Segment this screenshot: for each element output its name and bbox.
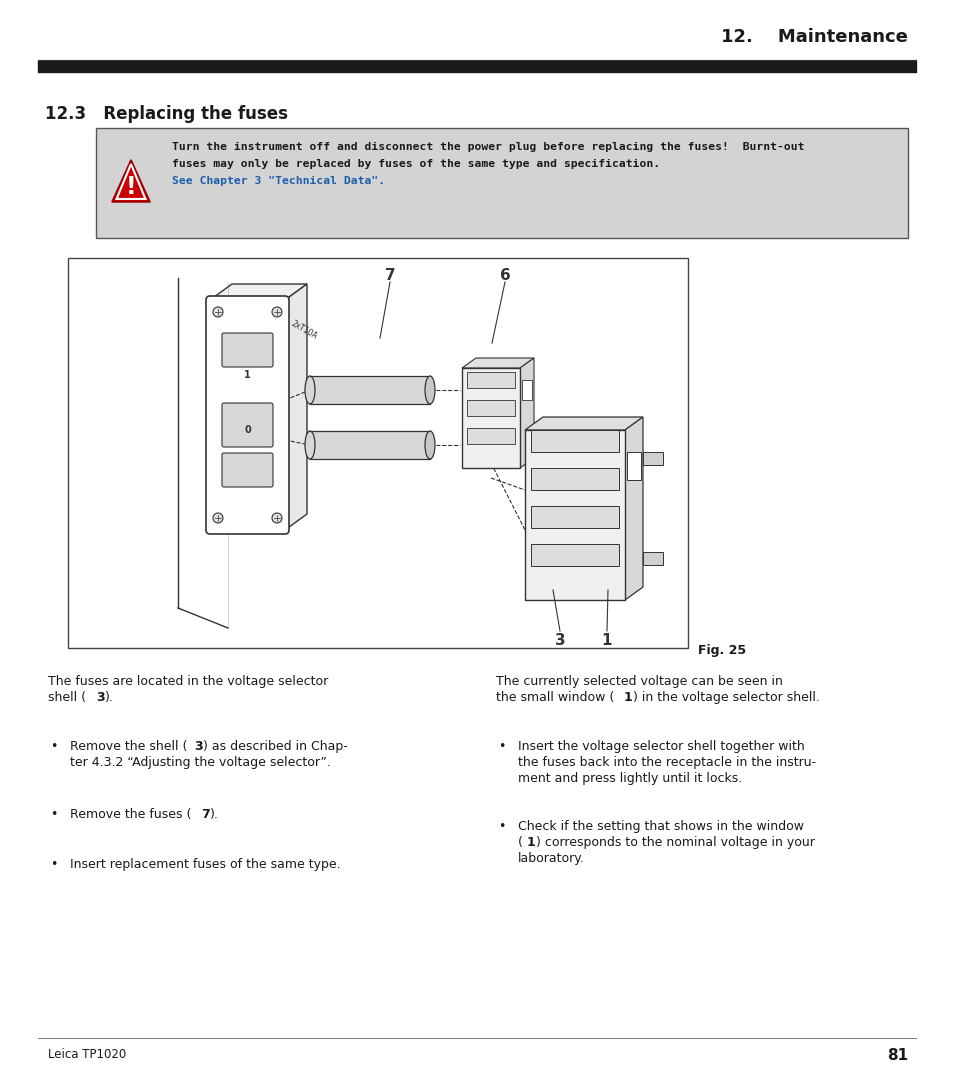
Circle shape bbox=[213, 307, 223, 318]
FancyBboxPatch shape bbox=[310, 431, 430, 459]
Text: Remove the shell (: Remove the shell ( bbox=[70, 740, 187, 753]
Text: ).: ). bbox=[105, 691, 113, 704]
FancyBboxPatch shape bbox=[222, 333, 273, 367]
Text: the fuses back into the receptacle in the instru-: the fuses back into the receptacle in th… bbox=[517, 756, 815, 769]
Circle shape bbox=[272, 513, 282, 523]
Text: 3: 3 bbox=[96, 691, 105, 704]
Text: (: ( bbox=[517, 836, 522, 849]
FancyBboxPatch shape bbox=[96, 129, 907, 238]
Text: 3: 3 bbox=[193, 740, 202, 753]
Polygon shape bbox=[642, 552, 662, 565]
Polygon shape bbox=[285, 284, 307, 530]
FancyBboxPatch shape bbox=[531, 507, 618, 528]
Text: •: • bbox=[50, 740, 57, 753]
Text: •: • bbox=[50, 858, 57, 870]
Text: •: • bbox=[497, 740, 505, 753]
Text: Remove the fuses (: Remove the fuses ( bbox=[70, 808, 192, 821]
FancyBboxPatch shape bbox=[626, 453, 640, 480]
Polygon shape bbox=[112, 160, 150, 202]
Text: Leica TP1020: Leica TP1020 bbox=[48, 1048, 126, 1061]
Text: laboratory.: laboratory. bbox=[517, 852, 584, 865]
FancyBboxPatch shape bbox=[531, 468, 618, 490]
Ellipse shape bbox=[424, 376, 435, 404]
Text: Fig. 25: Fig. 25 bbox=[698, 644, 745, 657]
Circle shape bbox=[213, 513, 223, 523]
Text: Insert replacement fuses of the same type.: Insert replacement fuses of the same typ… bbox=[70, 858, 340, 870]
Polygon shape bbox=[624, 417, 642, 600]
Text: !: ! bbox=[126, 175, 136, 199]
Polygon shape bbox=[519, 357, 534, 468]
Text: ) as described in Chap-: ) as described in Chap- bbox=[203, 740, 348, 753]
Ellipse shape bbox=[305, 431, 314, 459]
Ellipse shape bbox=[305, 376, 314, 404]
Text: The fuses are located in the voltage selector: The fuses are located in the voltage sel… bbox=[48, 675, 328, 688]
Text: 1: 1 bbox=[601, 633, 612, 648]
Text: 3: 3 bbox=[554, 633, 565, 648]
Text: ) in the voltage selector shell.: ) in the voltage selector shell. bbox=[633, 691, 819, 704]
FancyBboxPatch shape bbox=[467, 372, 515, 388]
Circle shape bbox=[272, 307, 282, 318]
FancyBboxPatch shape bbox=[206, 296, 289, 534]
Text: 0: 0 bbox=[244, 426, 251, 435]
FancyBboxPatch shape bbox=[222, 453, 273, 487]
Polygon shape bbox=[461, 357, 534, 368]
Text: 1: 1 bbox=[623, 691, 632, 704]
FancyBboxPatch shape bbox=[467, 428, 515, 444]
Text: 7: 7 bbox=[201, 808, 210, 821]
Text: the small window (: the small window ( bbox=[496, 691, 614, 704]
Text: ).: ). bbox=[210, 808, 218, 821]
Text: ment and press lightly until it locks.: ment and press lightly until it locks. bbox=[517, 772, 741, 785]
Text: fuses may only be replaced by fuses of the same type and specification.: fuses may only be replaced by fuses of t… bbox=[172, 159, 659, 170]
Text: 6: 6 bbox=[499, 268, 510, 283]
Text: ) corresponds to the nominal voltage in your: ) corresponds to the nominal voltage in … bbox=[536, 836, 814, 849]
Text: 12.    Maintenance: 12. Maintenance bbox=[720, 28, 907, 46]
Text: Check if the setting that shows in the window: Check if the setting that shows in the w… bbox=[517, 820, 803, 833]
FancyBboxPatch shape bbox=[521, 380, 532, 400]
FancyBboxPatch shape bbox=[461, 368, 519, 468]
Text: 2xT10A: 2xT10A bbox=[290, 319, 319, 341]
Polygon shape bbox=[524, 417, 642, 430]
Text: ter 4.3.2 “Adjusting the voltage selector”.: ter 4.3.2 “Adjusting the voltage selecto… bbox=[70, 756, 331, 769]
Text: 7: 7 bbox=[384, 268, 395, 283]
Text: 12.3   Replacing the fuses: 12.3 Replacing the fuses bbox=[45, 105, 288, 123]
FancyBboxPatch shape bbox=[68, 258, 687, 648]
Polygon shape bbox=[642, 453, 662, 465]
FancyBboxPatch shape bbox=[531, 544, 618, 566]
Text: •: • bbox=[497, 820, 505, 833]
FancyBboxPatch shape bbox=[531, 430, 618, 453]
Text: Insert the voltage selector shell together with: Insert the voltage selector shell togeth… bbox=[517, 740, 804, 753]
Polygon shape bbox=[210, 284, 307, 300]
Text: See Chapter 3 "Technical Data".: See Chapter 3 "Technical Data". bbox=[172, 176, 385, 186]
FancyBboxPatch shape bbox=[524, 430, 624, 600]
FancyBboxPatch shape bbox=[222, 403, 273, 447]
Text: 81: 81 bbox=[886, 1048, 907, 1063]
FancyBboxPatch shape bbox=[310, 376, 430, 404]
Text: Turn the instrument off and disconnect the power plug before replacing the fuses: Turn the instrument off and disconnect t… bbox=[172, 141, 803, 152]
Ellipse shape bbox=[424, 431, 435, 459]
Text: 1: 1 bbox=[244, 370, 251, 380]
Text: The currently selected voltage can be seen in: The currently selected voltage can be se… bbox=[496, 675, 782, 688]
Text: •: • bbox=[50, 808, 57, 821]
Text: 1: 1 bbox=[526, 836, 536, 849]
FancyBboxPatch shape bbox=[467, 400, 515, 416]
Text: shell (: shell ( bbox=[48, 691, 86, 704]
